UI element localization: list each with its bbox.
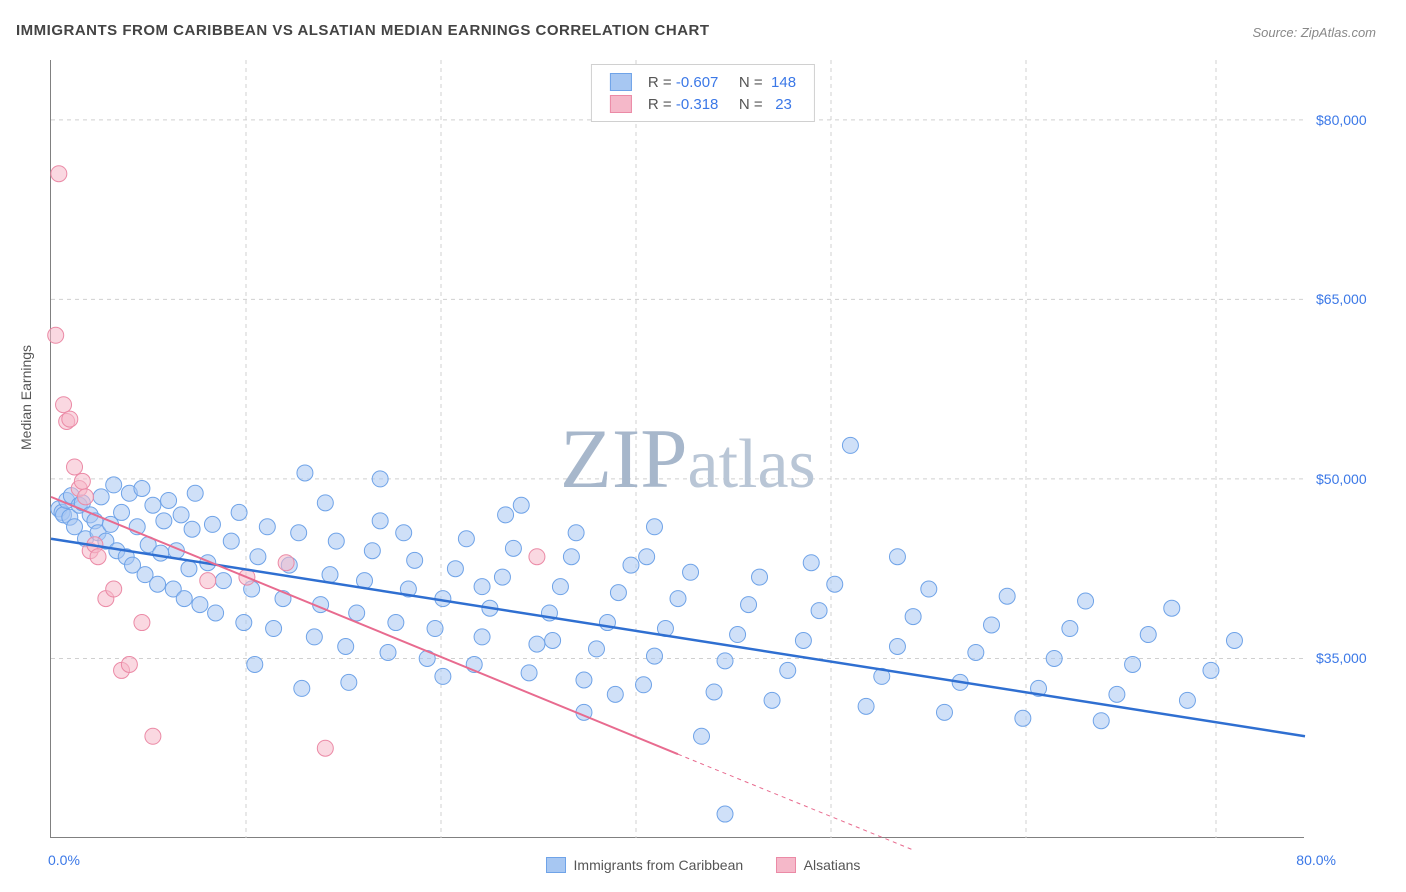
legend-item-caribbean: Immigrants from Caribbean: [546, 857, 744, 873]
r-value-alsatian: -0.318: [676, 96, 719, 113]
n-value-caribbean: 148: [771, 74, 796, 91]
x-max-label: 80.0%: [1296, 852, 1336, 868]
chart-page: IMMIGRANTS FROM CARIBBEAN VS ALSATIAN ME…: [0, 0, 1406, 892]
r-value-caribbean: -0.607: [676, 74, 719, 91]
n-label: N =: [739, 74, 763, 91]
correlation-stats-box: R = -0.607 N = 148 R = -0.318 N = 23: [591, 64, 815, 122]
chart-title: IMMIGRANTS FROM CARIBBEAN VS ALSATIAN ME…: [16, 22, 710, 39]
x-min-label: 0.0%: [48, 852, 80, 868]
legend-label-caribbean: Immigrants from Caribbean: [574, 857, 744, 873]
bottom-legend: Immigrants from Caribbean Alsatians: [0, 857, 1406, 878]
n-label: N =: [739, 96, 763, 113]
y-axis-title: Median Earnings: [18, 345, 34, 450]
stats-row-caribbean: R = -0.607 N = 148: [610, 71, 796, 93]
swatch-caribbean: [546, 857, 566, 873]
r-label: R =: [648, 96, 672, 113]
n-value-alsatian: 23: [775, 96, 792, 113]
stats-row-alsatian: R = -0.318 N = 23: [610, 93, 796, 115]
swatch-alsatian: [610, 95, 632, 113]
swatch-alsatian: [776, 857, 796, 873]
chart-svg: [51, 60, 1304, 837]
swatch-caribbean: [610, 73, 632, 91]
legend-label-alsatian: Alsatians: [804, 857, 861, 873]
chart-source: Source: ZipAtlas.com: [1252, 25, 1376, 40]
legend-item-alsatian: Alsatians: [776, 857, 861, 873]
y-tick-label: $50,000: [1316, 471, 1367, 487]
r-label: R =: [648, 74, 672, 91]
y-tick-label: $65,000: [1316, 291, 1367, 307]
y-tick-label: $35,000: [1316, 650, 1367, 666]
plot-area: [50, 60, 1304, 838]
y-tick-label: $80,000: [1316, 112, 1367, 128]
